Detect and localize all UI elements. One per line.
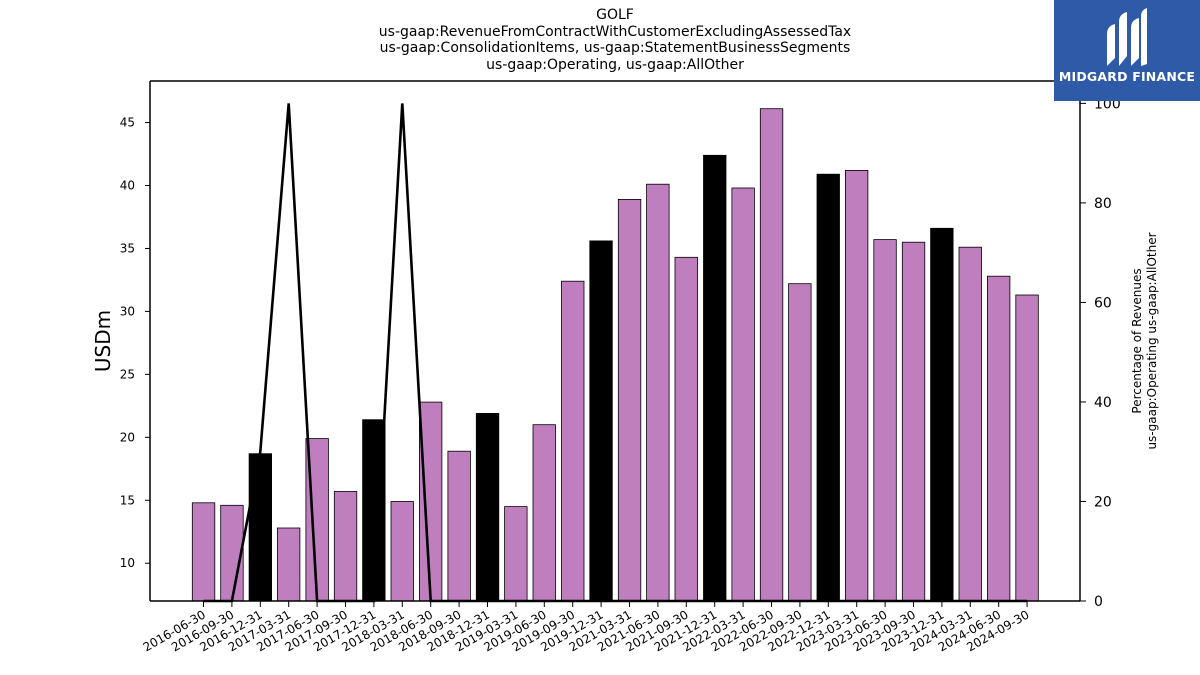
bar-2019-12-31 [589,240,613,602]
bar-2023-09-30 [901,241,926,602]
bar-series [191,108,1039,602]
bar-2021-03-31 [617,198,642,602]
midgard-logo-icon [1107,8,1147,66]
y-tick-label: 45 [120,116,135,130]
y2-tick-label: 0 [1094,594,1103,610]
y2-axis-label-line-1: Percentage of Revenues [1130,268,1144,413]
bar-2019-06-30 [532,424,556,602]
y2-tick-label: 20 [1094,494,1112,510]
bar-2017-09-30 [333,491,358,602]
bar-2016-12-31 [248,453,273,602]
y-tick-label: 20 [120,430,135,444]
y-tick-label: 10 [120,556,135,570]
y-tick-label: 35 [120,241,135,255]
chart-title-line-3: us-gaap:ConsolidationItems, us-gaap:Stat… [379,40,851,56]
bar-2024-06-30 [987,275,1011,602]
logo-text: MIDGARD FINANCE [1058,69,1196,84]
chart-title-line-1: GOLF [596,7,634,23]
bar-2018-09-30 [447,450,471,602]
bar-2024-03-31 [958,246,982,602]
chart-title-line-2: us-gaap:RevenueFromContractWithCustomerE… [378,23,852,40]
bar-2021-09-30 [674,256,698,602]
bar-2022-06-30 [759,108,784,602]
y2-tick-label: 60 [1094,295,1112,311]
bar-2021-12-31 [703,154,727,602]
y2-tick-label: 40 [1094,395,1112,411]
bar-2018-03-31 [390,501,414,602]
bar-2017-03-31 [276,527,301,602]
chart-title-line-4: us-gaap:Operating, us-gaap:AllOther [486,56,744,73]
bar-2022-03-31 [731,187,755,602]
y-tick-label: 30 [120,304,135,318]
bar-2024-09-30 [1015,294,1039,602]
bar-2018-06-30 [418,401,443,602]
bar-2023-03-31 [845,169,869,602]
bar-2023-06-30 [873,239,897,602]
bar-2021-06-30 [646,183,670,602]
y-tick-label: 25 [120,367,135,381]
midgard-finance-logo: MIDGARD FINANCE [1054,0,1200,101]
y2-axis-label-line-2: us-gaap:Operating us-gaap:AllOther [1145,232,1159,449]
bar-2019-03-31 [504,506,528,602]
chart-title: GOLF us-gaap:RevenueFromContractWithCust… [0,7,1200,73]
y-tick-label: 15 [120,493,135,507]
bar-2016-06-30 [191,502,216,602]
y2-tick-label: 80 [1094,196,1112,212]
bar-2022-12-31 [816,173,840,602]
bar-2018-12-31 [475,412,500,602]
bar-2019-09-30 [561,280,585,602]
y-axis-label: USDm [91,310,115,372]
bar-2022-09-30 [788,283,812,602]
y-tick-label: 40 [120,179,135,193]
bar-2023-12-31 [930,227,954,602]
